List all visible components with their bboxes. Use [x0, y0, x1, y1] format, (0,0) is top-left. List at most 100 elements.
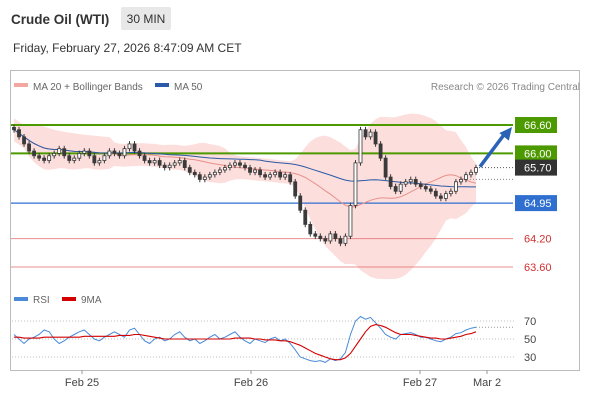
- instrument-title: Crude Oil (WTI): [11, 12, 109, 27]
- candle-body: [192, 171, 197, 176]
- level-label-64.95: 64.95: [524, 198, 552, 210]
- rsi-panel: 70 50 30: [12, 315, 536, 364]
- legend-ma50: MA 50: [174, 82, 203, 93]
- candle-body: [333, 233, 338, 240]
- candle-body: [413, 179, 418, 185]
- legend-swatch-9ma: [62, 297, 76, 301]
- candle-body: [117, 152, 122, 157]
- candle-body: [338, 238, 343, 244]
- candle-body: [418, 183, 423, 187]
- candle-body: [253, 169, 257, 173]
- candle-body: [263, 174, 267, 178]
- candle-body: [428, 188, 433, 192]
- candle-body: [172, 162, 177, 166]
- candle-body: [112, 150, 117, 154]
- candle-body: [142, 155, 147, 161]
- candle-body: [363, 129, 368, 138]
- candle-body: [132, 143, 137, 152]
- candle-body: [358, 129, 363, 164]
- candle-body: [77, 152, 82, 159]
- candle-body: [423, 186, 428, 190]
- candle-body: [187, 167, 192, 173]
- candle-body: [32, 150, 36, 157]
- rsi-line: [13, 315, 477, 363]
- candle-body: [248, 167, 252, 173]
- level-label-66.60: 66.60: [524, 120, 552, 132]
- candle-body: [283, 174, 288, 178]
- candle-body: [12, 126, 16, 131]
- level-label-bg-66.60: [515, 117, 557, 133]
- candle-body: [233, 162, 237, 166]
- candle-body: [162, 164, 167, 169]
- time-axis: Feb 25 Feb 26 Feb 27 Mar 2: [65, 370, 501, 389]
- candle-body: [42, 157, 47, 161]
- candle-body: [388, 176, 393, 187]
- candle-body: [152, 160, 157, 164]
- x-tick-label: Mar 2: [473, 377, 501, 389]
- candle-body: [443, 193, 448, 199]
- level-label-bg-66.00: [515, 145, 557, 162]
- candle-body: [323, 238, 328, 242]
- rsi-tick-70: 70: [524, 316, 536, 328]
- candle-body: [383, 157, 388, 178]
- level-label-66.00: 66.00: [524, 148, 552, 160]
- legend-swatch-ma20: [14, 83, 28, 87]
- candle-body: [258, 169, 262, 176]
- candle-body: [47, 155, 52, 161]
- candle-body: [308, 223, 313, 235]
- candle-body: [202, 176, 207, 180]
- candle-body: [67, 155, 72, 161]
- candle-body: [393, 186, 398, 192]
- candle-body: [459, 179, 463, 183]
- level-label-64.20: 64.20: [524, 234, 552, 246]
- candle-body: [343, 235, 348, 244]
- copyright: Research © 2026 Trading Central: [431, 82, 580, 93]
- candle-body: [217, 169, 222, 173]
- forecast-arrow-shaft: [478, 131, 508, 168]
- candle-body: [348, 205, 353, 237]
- candle-body: [303, 209, 308, 225]
- candle-body: [228, 164, 232, 169]
- candle-body: [122, 148, 127, 157]
- timestamp: Friday, February 27, 2026 8:47:09 AM CET: [13, 41, 242, 55]
- candle-body: [469, 171, 473, 176]
- x-tick-label: Feb 25: [65, 377, 99, 389]
- candle-body: [368, 131, 373, 138]
- candle-body: [62, 148, 67, 157]
- candle-body: [438, 195, 443, 199]
- candle-body: [72, 157, 77, 161]
- forecast-arrow-head: [499, 127, 512, 141]
- level-label-bg-64.95: [515, 195, 557, 212]
- candle-body: [22, 136, 26, 145]
- candle-body: [298, 195, 303, 211]
- candle-body: [87, 150, 92, 157]
- candle-body: [373, 131, 378, 145]
- timeframe-label: 30 MIN: [127, 12, 166, 26]
- candle-body: [273, 171, 278, 176]
- x-tick-label: Feb 27: [403, 377, 437, 389]
- candle-body: [454, 181, 458, 192]
- candle-body: [57, 148, 62, 154]
- candle-body: [182, 160, 187, 168]
- x-tick-label: Feb 26: [234, 377, 268, 389]
- candle-body: [448, 190, 453, 195]
- candle-body: [328, 233, 333, 242]
- rsi-tick-50: 50: [524, 334, 536, 346]
- price-panel: 66.60 66.00 64.95 64.20 63.60 65.70: [11, 113, 557, 280]
- candle-body: [238, 162, 242, 166]
- candle-body: [82, 150, 87, 154]
- legend-swatch-ma50: [155, 83, 169, 87]
- candle-body: [293, 181, 298, 197]
- candle-body: [288, 174, 293, 183]
- candle-body: [353, 162, 358, 206]
- candle-body: [167, 164, 172, 169]
- rsi-9ma-line: [14, 324, 477, 361]
- candle-body: [403, 181, 408, 185]
- candle-body: [318, 235, 323, 240]
- candle-body: [313, 233, 318, 237]
- last-price-label: 65.70: [524, 163, 552, 175]
- candle-body: [474, 167, 478, 173]
- candle-body: [398, 183, 403, 192]
- candle-body: [102, 155, 107, 161]
